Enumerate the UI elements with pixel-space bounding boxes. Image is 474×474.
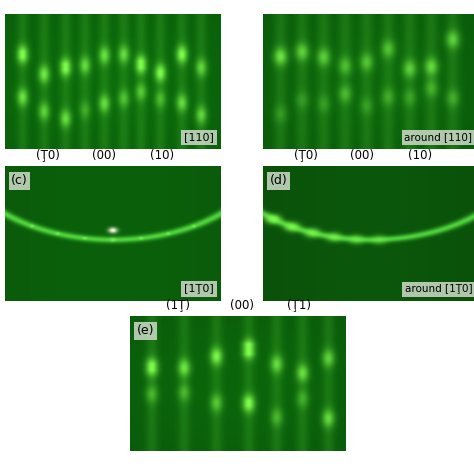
- Text: (Ţ1): (Ţ1): [287, 300, 310, 312]
- Text: (00): (00): [92, 149, 116, 162]
- Text: (c): (c): [11, 174, 28, 187]
- Text: around [110]: around [110]: [404, 133, 472, 143]
- Text: (e): (e): [137, 324, 155, 337]
- Text: around [1Ţ0]: around [1Ţ0]: [405, 284, 472, 294]
- Text: [1Ţ0]: [1Ţ0]: [184, 284, 214, 294]
- Text: (00): (00): [230, 300, 255, 312]
- Text: (1Ţ): (1Ţ): [166, 300, 190, 312]
- Text: (d): (d): [270, 174, 287, 187]
- Text: (Ţ0): (Ţ0): [36, 149, 60, 162]
- Text: (10): (10): [150, 149, 174, 162]
- Text: (10): (10): [409, 149, 433, 162]
- Text: (Ţ0): (Ţ0): [294, 149, 318, 162]
- Text: (00): (00): [350, 149, 374, 162]
- Text: [110]: [110]: [184, 133, 214, 143]
